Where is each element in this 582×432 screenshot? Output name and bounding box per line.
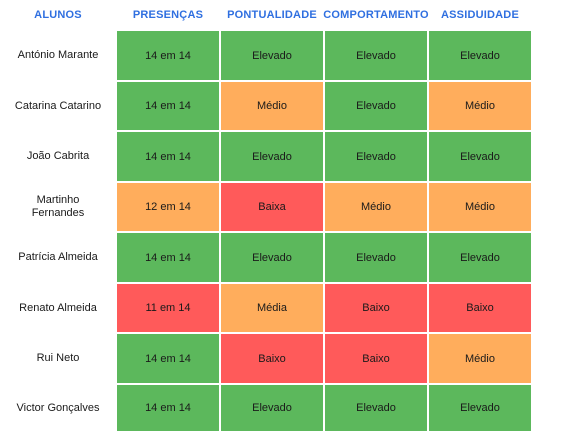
student-name: António Marante	[17, 49, 99, 61]
cell-presencas: 14 em 14	[116, 232, 220, 283]
header-pontualidade: PONTUALIDADE	[227, 9, 317, 21]
header-assiduidade: ASSIDUIDADE	[441, 9, 519, 21]
cell-comportamento: Elevado	[324, 81, 428, 131]
student-name: Victor Gonçalves	[16, 401, 100, 414]
cell-assiduidade: Médio	[428, 182, 532, 232]
cell-assiduidade: Elevado	[428, 30, 532, 81]
cell-presencas: 14 em 14	[116, 333, 220, 384]
student-name: Martinho Fernandes	[31, 194, 85, 219]
cell-comportamento: Elevado	[324, 232, 428, 283]
cell-presencas: 11 em 14	[116, 283, 220, 333]
cell-presencas: 14 em 14	[116, 30, 220, 81]
cell-comportamento: Elevado	[324, 30, 428, 81]
cell-assiduidade: Baixo	[428, 283, 532, 333]
cell-presencas: 14 em 14	[116, 131, 220, 182]
cell-presencas: 14 em 14	[116, 81, 220, 131]
student-name: Renato Almeida	[19, 301, 97, 314]
student-name: Catarina Catarino	[14, 99, 102, 112]
cell-comportamento: Baixo	[324, 333, 428, 384]
cell-pontualidade: Média	[220, 283, 324, 333]
cell-pontualidade: Elevado	[220, 232, 324, 283]
cell-pontualidade: Baixa	[220, 182, 324, 232]
cell-assiduidade: Médio	[428, 81, 532, 131]
cell-comportamento: Médio	[324, 182, 428, 232]
cell-pontualidade: Elevado	[220, 384, 324, 432]
student-name: Patrícia Almeida	[18, 251, 98, 263]
cell-assiduidade: Elevado	[428, 384, 532, 432]
header-presencas: PRESENÇAS	[132, 9, 204, 21]
cell-assiduidade: Elevado	[428, 232, 532, 283]
student-name: Rui Neto	[36, 352, 80, 364]
cell-pontualidade: Baixo	[220, 333, 324, 384]
header-comportamento: COMPORTAMENTO	[323, 9, 429, 21]
cell-assiduidade: Elevado	[428, 131, 532, 182]
cell-pontualidade: Médio	[220, 81, 324, 131]
student-name: João Cabrita	[26, 150, 90, 162]
cell-comportamento: Baixo	[324, 283, 428, 333]
cell-pontualidade: Elevado	[220, 30, 324, 81]
cell-pontualidade: Elevado	[220, 131, 324, 182]
header-alunos: ALUNOS	[34, 9, 82, 21]
cell-presencas: 12 em 14	[116, 182, 220, 232]
cell-assiduidade: Médio	[428, 333, 532, 384]
cell-comportamento: Elevado	[324, 131, 428, 182]
cell-presencas: 14 em 14	[116, 384, 220, 432]
cell-comportamento: Elevado	[324, 384, 428, 432]
